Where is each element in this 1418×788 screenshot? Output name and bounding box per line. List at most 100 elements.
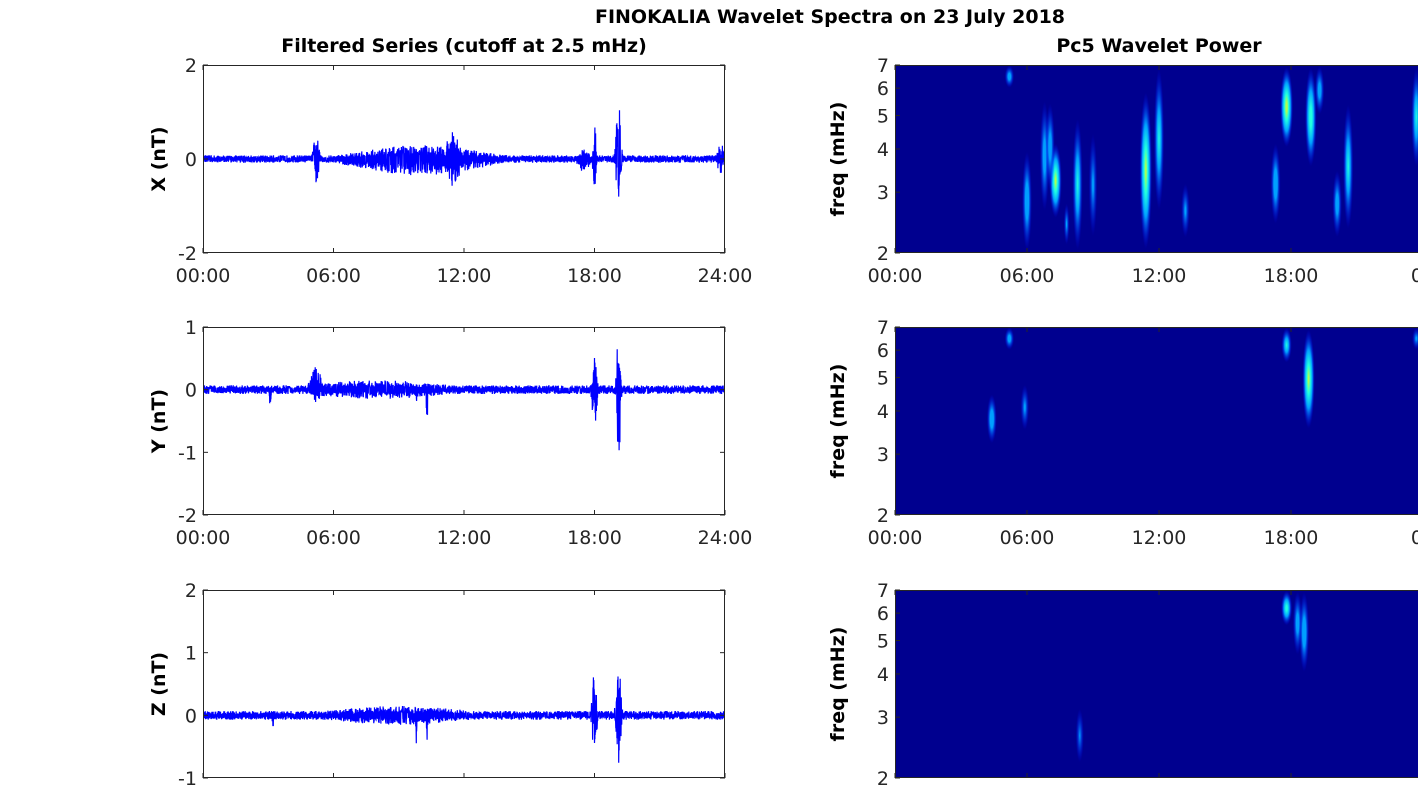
plot-area — [203, 327, 725, 515]
x-tick-label: 12:00 — [437, 265, 492, 287]
y-axis-label: X (nT) — [148, 126, 170, 191]
y-tick-label: 7 — [877, 55, 889, 77]
wavelet-power-blob — [1020, 383, 1030, 432]
wavelet-power-blob — [1063, 202, 1070, 246]
y-tick-label: 5 — [877, 105, 889, 127]
wavelet-power-blob — [989, 681, 995, 708]
figure-title: FINOKALIA Wavelet Spectra on 23 July 201… — [594, 6, 1066, 28]
spectrogram-blobs — [1004, 65, 1418, 253]
y-tick-label: 2 — [877, 243, 889, 265]
wavelet-power-blob — [1304, 65, 1317, 170]
wavelet-power-blob — [1321, 626, 1327, 647]
x-tick-label: 12:00 — [1132, 527, 1187, 549]
spectrogram-background — [895, 590, 1418, 778]
x-tick-label: 00:00 — [176, 265, 231, 287]
wavelet-power-blob — [1088, 131, 1098, 239]
wavelet-power-blob — [1281, 327, 1292, 364]
wavelet-power-blob — [986, 393, 997, 445]
spectrogram-blobs — [989, 590, 1327, 764]
y-axis-label: Z (nT) — [148, 652, 170, 716]
wavelet-power-blob — [1342, 101, 1354, 233]
x-tick-label: 18:00 — [567, 527, 622, 549]
spectrogram-blobs — [974, 327, 1418, 495]
x-tick-label: 18:00 — [1264, 527, 1319, 549]
axes-right-2: 2 3 4 5 67 freq (mHz) — [827, 580, 1418, 788]
y-axis-label: freq (mHz) — [827, 102, 849, 217]
wavelet-power-blob — [1139, 88, 1153, 253]
wavelet-power-blob — [1045, 101, 1056, 193]
wavelet-power-blob — [1270, 141, 1281, 226]
y-tick-label: -1 — [178, 442, 197, 464]
wavelet-power-blob — [1411, 327, 1418, 351]
y-tick-label: 6 — [877, 603, 889, 625]
wavelet-power-blob — [974, 464, 979, 488]
wavelet-power-blob — [1299, 590, 1310, 674]
y-tick-label: 3 — [877, 444, 889, 466]
filtered-series-line — [203, 676, 725, 763]
wavelet-power-blob — [1153, 65, 1165, 214]
y-axis-label: freq (mHz) — [827, 364, 849, 479]
wavelet-power-blob — [1169, 232, 1175, 253]
x-tick-label: 06:00 — [1000, 265, 1055, 287]
wavelet-power-blob — [1279, 65, 1294, 149]
x-tick-label: 18:00 — [567, 265, 622, 287]
wavelet-power-blob — [1316, 368, 1323, 394]
wavelet-power-blob — [1411, 65, 1418, 170]
axes-right-0: 2 3 4 5 67 00:00 06:00 12:00 18:00 00 freq (mHz) — [827, 55, 1418, 287]
y-tick-label: 1 — [185, 643, 197, 665]
wavelet-power-blob — [1021, 148, 1033, 253]
filtered-series-line — [203, 110, 725, 197]
x-tick-label: 06:00 — [306, 527, 361, 549]
y-tick-label: 2 — [185, 580, 197, 602]
x-tick-label: 12:00 — [1132, 265, 1187, 287]
y-tick-label: 1 — [185, 317, 197, 339]
wavelet-power-blob — [1057, 698, 1063, 723]
axes-left-1: -2 -1 0 1 00:00 06:00 12:00 18:00 24:00 Y (nT) — [148, 317, 752, 549]
y-tick-label: 6 — [877, 78, 889, 100]
wavelet-power-blob — [1314, 65, 1325, 116]
wavelet-power-blob — [1004, 65, 1015, 89]
y-tick-label: 0 — [185, 380, 197, 402]
filtered-series-line — [203, 349, 725, 451]
wavelet-power-blob — [1072, 115, 1083, 253]
y-axis-label: Y (nT) — [148, 389, 170, 454]
y-tick-label: 2 — [185, 55, 197, 77]
y-tick-label: 2 — [877, 505, 889, 527]
x-tick-label: 00:00 — [176, 527, 231, 549]
y-tick-label: 6 — [877, 340, 889, 362]
x-tick-label: 24:00 — [698, 265, 753, 287]
y-tick-label: 7 — [877, 317, 889, 339]
x-tick-label: 18:00 — [1264, 265, 1319, 287]
y-tick-label: 4 — [877, 664, 889, 686]
axes-right-1: 2 3 4 5 67 00:00 06:00 12:00 18:00 00 freq (mHz) — [827, 317, 1418, 549]
x-tick-label: 00:00 — [868, 265, 923, 287]
wavelet-power-blob — [1031, 469, 1036, 495]
wavelet-power-blob — [1280, 590, 1293, 627]
y-tick-label: -1 — [178, 768, 197, 788]
wavelet-power-blob — [1139, 653, 1144, 664]
x-tick-label: 12:00 — [437, 527, 492, 549]
right-column-title: Pc5 Wavelet Power — [1056, 35, 1262, 57]
plot-area — [203, 590, 725, 778]
wavelet-power-blob — [1180, 182, 1190, 239]
x-tick-label: 00:00 — [868, 527, 923, 549]
left-column-title: Filtered Series (cutoff at 2.5 mHz) — [281, 35, 647, 57]
y-tick-label: 7 — [877, 580, 889, 602]
wavelet-power-blob — [1404, 219, 1411, 239]
wavelet-power-blob — [1075, 707, 1085, 764]
x-tick-label: 06:00 — [1000, 527, 1055, 549]
y-tick-label: 5 — [877, 630, 889, 652]
y-tick-label: -2 — [178, 243, 197, 265]
y-tick-label: -2 — [178, 505, 197, 527]
y-tick-label: 0 — [185, 705, 197, 727]
y-tick-label: 0 — [185, 149, 197, 171]
axes-left-2: -1 0 1 2 Z (nT) — [148, 580, 726, 788]
x-tick-label: 00 — [1411, 265, 1418, 287]
y-tick-label: 4 — [877, 401, 889, 423]
y-tick-label: 3 — [877, 182, 889, 204]
y-axis-label: freq (mHz) — [827, 627, 849, 742]
wavelet-power-blob — [1302, 327, 1316, 432]
y-tick-label: 3 — [877, 707, 889, 729]
y-tick-label: 4 — [877, 139, 889, 161]
